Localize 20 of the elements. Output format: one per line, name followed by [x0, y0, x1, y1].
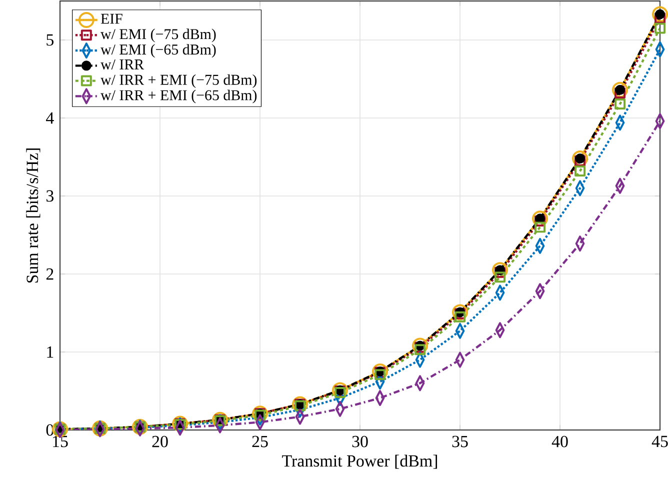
x-axis-title: Transmit Power [dBm]: [282, 454, 438, 469]
legend-label: w/ EMI (−65 dBm): [100, 44, 216, 58]
y-tick-label: 4: [46, 112, 54, 124]
y-tick-label: 5: [46, 34, 54, 46]
y-axis-title: Sum rate [bits/s/Hz]: [26, 148, 40, 283]
y-tick-label: 1: [47, 346, 54, 358]
y-tick-label: 2: [46, 268, 54, 280]
x-tick-label: 30: [352, 436, 368, 448]
x-tick-label: 25: [252, 436, 268, 448]
legend-label: w/ IRR + EMI (−75 dBm): [100, 74, 257, 88]
y-tick-label: 3: [46, 190, 54, 202]
x-tick-label: 15: [53, 436, 68, 448]
x-tick-label: 35: [452, 436, 468, 448]
x-tick-label: 20: [152, 436, 168, 448]
x-tick-label: 40: [552, 436, 568, 448]
legend-label: EIF: [100, 14, 122, 24]
x-tick-label: 45: [652, 436, 668, 448]
legend-label: w/ IRR + EMI (−65 dBm): [100, 90, 257, 104]
legend-label: w/ EMI (−75 dBm): [100, 28, 216, 42]
legend-label: w/ IRR: [100, 59, 144, 70]
